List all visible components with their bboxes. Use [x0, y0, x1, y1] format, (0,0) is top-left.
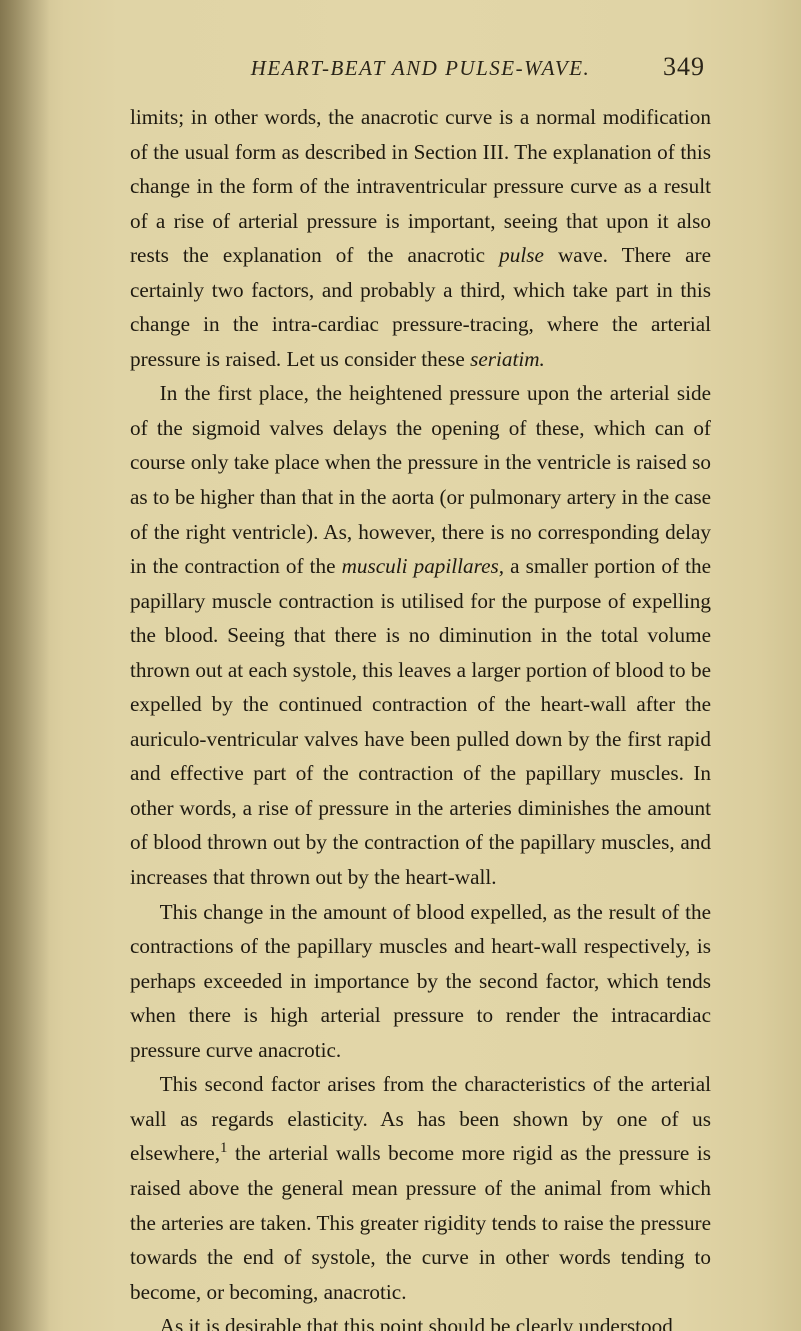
paragraph-3: This change in the amount of blood expel…: [130, 895, 711, 1068]
page: HEART-BEAT AND PULSE-WAVE. 349 limits; i…: [0, 0, 801, 1331]
body-text: limits; in other words, the anacrotic cu…: [130, 100, 711, 1331]
p2-italic-musculi: musculi papillares,: [342, 554, 504, 578]
paragraph-2: In the first place, the heightened press…: [130, 376, 711, 894]
p2-text-a: In the first place, the heightened press…: [130, 381, 711, 578]
p1-italic-pulse: pulse: [499, 243, 544, 267]
page-number: 349: [645, 52, 705, 82]
paragraph-4: This second factor arises from the chara…: [130, 1067, 711, 1309]
running-title: HEART-BEAT AND PULSE-WAVE.: [196, 56, 645, 81]
paragraph-1: limits; in other words, the anacrotic cu…: [130, 100, 711, 376]
p1-italic-seriatim: seriatim.: [470, 347, 545, 371]
paragraph-5: As it is desirable that this point shoul…: [130, 1309, 711, 1331]
p4-text-b: the arterial walls become more rigid as …: [130, 1141, 711, 1303]
p2-text-b: a smaller portion of the papillary muscl…: [130, 554, 711, 889]
binding-shadow: [0, 0, 50, 1331]
running-header: HEART-BEAT AND PULSE-WAVE. 349: [130, 52, 711, 82]
